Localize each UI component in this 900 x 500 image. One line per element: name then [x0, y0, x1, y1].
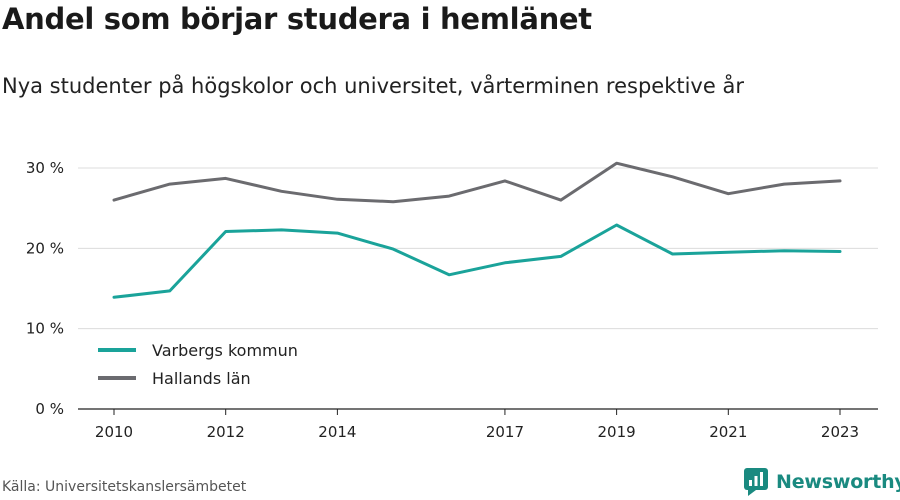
x-tick-label: 2019 [598, 423, 636, 441]
series-lines [112, 161, 842, 299]
legend-label: Hallands län [152, 369, 251, 388]
x-tick-label: 2023 [821, 423, 859, 441]
legend: Varbergs kommun Hallands län [98, 341, 298, 388]
y-tick-label: 30 % [26, 159, 64, 177]
x-axis: 2010 2012 2014 2017 2019 2021 2023 [78, 408, 878, 441]
x-tick-label: 2021 [709, 423, 747, 441]
y-tick-label: 20 % [26, 239, 64, 257]
x-tick-label: 2017 [486, 423, 524, 441]
brand-logo: Newsworthy [744, 468, 900, 496]
y-tick-label: 0 % [35, 400, 64, 418]
y-tick-label: 10 % [26, 320, 64, 338]
x-tick-label: 2010 [95, 423, 133, 441]
y-axis-tick-labels: 0 % 10 % 20 % 30 % [26, 159, 64, 418]
brand-name: Newsworthy [776, 471, 900, 493]
newsworthy-logo-icon [744, 468, 768, 496]
source-note: Källa: Universitetskanslersämbetet [2, 479, 247, 495]
chart-subtitle: Nya studenter på högskolor och universit… [2, 74, 744, 98]
x-tick-label: 2012 [207, 423, 245, 441]
x-tick-label: 2014 [318, 423, 356, 441]
legend-label: Varbergs kommun [152, 341, 298, 360]
series-line [112, 223, 842, 299]
line-chart: 2010 2012 2014 2017 2019 2021 2023 0 % 10 % 20 %… [26, 159, 878, 441]
chart-title: Andel som börjar studera i hemlänet [2, 2, 592, 36]
grid-lines [78, 167, 878, 330]
series-line [112, 161, 842, 204]
